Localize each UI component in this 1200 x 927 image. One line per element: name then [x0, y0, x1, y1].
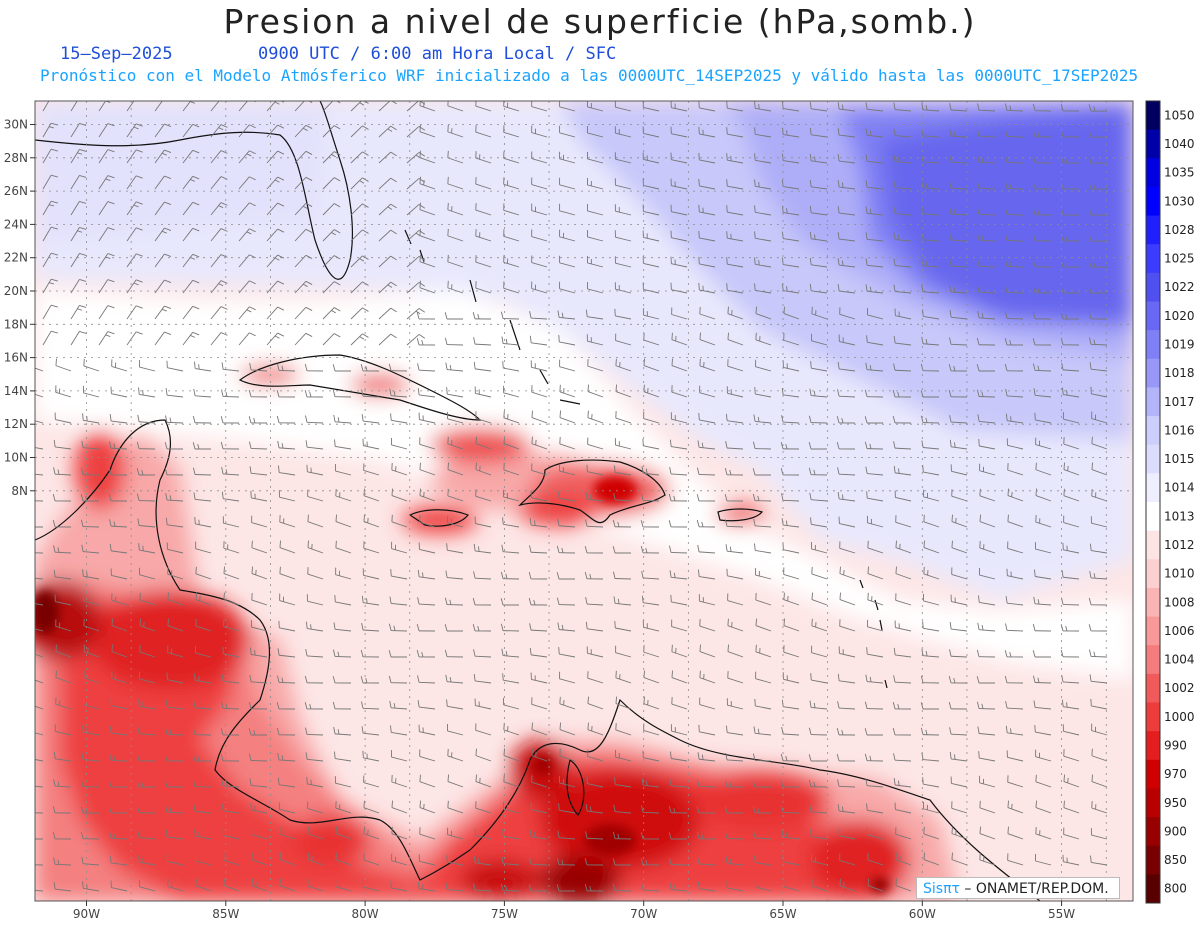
lon-label: 90W	[73, 907, 100, 921]
colorbar-swatch	[1146, 416, 1160, 446]
colorbar-swatch	[1146, 330, 1160, 360]
colorbar-swatch	[1146, 244, 1160, 274]
lon-label: 65W	[769, 907, 796, 921]
colorbar-level: 1004	[1164, 653, 1195, 667]
colorbar-level: 1019	[1164, 337, 1195, 351]
colorbar-swatch	[1146, 616, 1160, 646]
lat-label: 30N	[4, 118, 28, 132]
pressure-colorbar	[1145, 100, 1161, 904]
colorbar-level: 800	[1164, 882, 1187, 896]
lon-label: 55W	[1048, 907, 1075, 921]
lat-label: 10N	[4, 451, 28, 465]
colorbar-level: 850	[1164, 853, 1187, 867]
colorbar-level: 1014	[1164, 481, 1195, 495]
colorbar-swatch	[1146, 387, 1160, 417]
lat-label: 28N	[4, 151, 28, 165]
colorbar-level: 1002	[1164, 681, 1195, 695]
colorbar-swatch	[1146, 272, 1160, 302]
forecast-time: 0900 UTC / 6:00 am Hora Local / SFC	[258, 44, 617, 64]
colorbar-swatch	[1146, 673, 1160, 703]
colorbar-swatch	[1146, 358, 1160, 388]
map-frame	[34, 100, 1134, 902]
longitude-labels: 90W 85W 80W 75W 70W 65W 60W 55W	[73, 907, 1075, 921]
model-description: Pronóstico con el Modelo Atmósferico WRF…	[40, 66, 1139, 85]
colorbar-swatch	[1146, 759, 1160, 789]
colorbar-level: 1035	[1164, 166, 1195, 180]
colorbar-level: 1013	[1164, 509, 1195, 523]
colorbar-swatch	[1146, 874, 1160, 904]
map-title: Presion a nivel de superficie (hPa,somb.…	[223, 2, 977, 41]
colorbar-swatch	[1146, 587, 1160, 618]
coastlines	[35, 101, 1041, 901]
colorbar-level: 1022	[1164, 280, 1195, 294]
colorbar-level: 1018	[1164, 366, 1195, 380]
colorbar-swatch	[1146, 186, 1160, 217]
colorbar-swatch	[1146, 101, 1160, 131]
colorbar-swatch	[1146, 817, 1160, 847]
colorbar-swatch	[1146, 559, 1160, 589]
colorbar-level: 1025	[1164, 252, 1195, 266]
forecast-date: 15–Sep–2025	[60, 44, 173, 64]
colorbar-level: 1012	[1164, 538, 1195, 552]
lat-label: 26N	[4, 184, 28, 198]
brand-label: Sisπτ	[923, 881, 960, 897]
graticule	[35, 101, 1133, 901]
colorbar-level: 900	[1164, 824, 1187, 838]
lat-label: 16N	[4, 351, 28, 365]
lon-label: 70W	[630, 907, 657, 921]
latitude-labels: 30N 28N 26N 24N 22N 20N 18N 16N 14N 12N 10N 8N	[4, 118, 28, 498]
colorbar-swatch	[1146, 702, 1160, 732]
colorbar-level: 1050	[1164, 108, 1195, 122]
colorbar-swatch	[1146, 473, 1160, 503]
colorbar-swatch	[1146, 129, 1160, 159]
colorbar-level: 1028	[1164, 223, 1195, 237]
axis-ticks	[30, 124, 1063, 906]
colorbar-swatch	[1146, 788, 1160, 818]
lat-label: 24N	[4, 217, 28, 231]
colorbar-swatch	[1146, 731, 1160, 761]
colorbar-level: 1000	[1164, 710, 1195, 724]
lon-label: 85W	[212, 907, 239, 921]
colorbar-swatch	[1146, 444, 1160, 474]
lat-label: 18N	[4, 317, 28, 331]
colorbar-level: 970	[1164, 767, 1187, 781]
lat-label: 22N	[4, 251, 28, 265]
colorbar-level: 1015	[1164, 452, 1195, 466]
colorbar-level: 1020	[1164, 309, 1195, 323]
lat-label: 8N	[11, 484, 28, 498]
colorbar-level: 1016	[1164, 423, 1195, 437]
colorbar-level: 1017	[1164, 395, 1195, 409]
colorbar-labels: 1050 1040 1035 1030 1028 1025 1022 1020 1019 1018…	[1164, 108, 1195, 895]
colorbar-level: 950	[1164, 796, 1187, 810]
colorbar-swatch	[1146, 645, 1160, 675]
organization-label: – ONAMET/REP.DOM.	[959, 881, 1109, 897]
colorbar-level: 1030	[1164, 194, 1195, 208]
colorbar-level: 1010	[1164, 567, 1195, 581]
lat-label: 12N	[4, 417, 28, 431]
lat-label: 20N	[4, 284, 28, 298]
colorbar-swatch	[1146, 301, 1160, 331]
pressure-field	[35, 101, 1133, 901]
colorbar-level: 990	[1164, 738, 1187, 752]
lon-label: 75W	[491, 907, 518, 921]
colorbar-swatch	[1146, 845, 1160, 875]
colorbar-swatch	[1146, 158, 1160, 188]
colorbar-level: 1006	[1164, 624, 1195, 638]
colorbar-level: 1008	[1164, 595, 1195, 609]
colorbar-swatch	[1146, 530, 1160, 560]
colorbar-swatch	[1146, 215, 1160, 245]
lon-label: 80W	[352, 907, 379, 921]
credit-badge: Sisπτ – ONAMET/REP.DOM.	[916, 877, 1120, 899]
lon-label: 60W	[909, 907, 936, 921]
colorbar-swatch	[1146, 502, 1160, 532]
lat-label: 14N	[4, 384, 28, 398]
colorbar-level: 1040	[1164, 137, 1195, 151]
